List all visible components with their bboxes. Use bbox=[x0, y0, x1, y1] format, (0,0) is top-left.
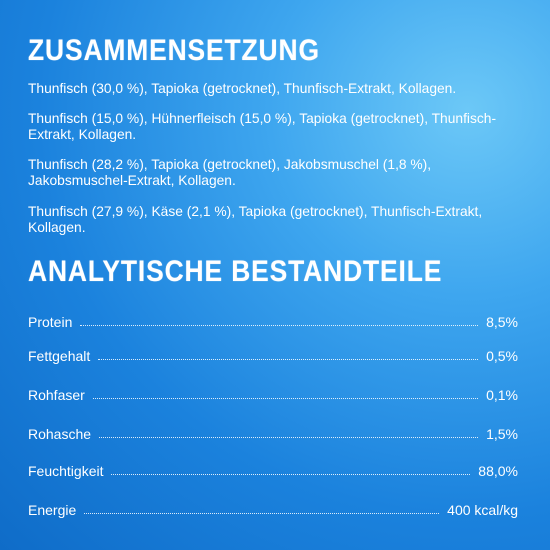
dotted-leader bbox=[80, 325, 479, 326]
analysis-label: Fettgehalt bbox=[28, 348, 91, 364]
analysis-label: Rohfaser bbox=[28, 387, 85, 403]
analysis-value: 88,0% bbox=[478, 463, 518, 479]
composition-text-1: Thunfisch (30,0 %), Tapioka (getrocknet)… bbox=[28, 81, 457, 96]
composition-heading: ZUSAMMENSETZUNG bbox=[28, 34, 320, 67]
dotted-leader bbox=[84, 513, 440, 514]
dotted-leader bbox=[111, 474, 471, 475]
analysis-value: 0,5% bbox=[486, 348, 518, 364]
composition-text-2: Thunfisch (15,0 %), Hühnerfleisch (15,0 … bbox=[28, 111, 497, 142]
analysis-row-protein: Protein 8,5% bbox=[28, 311, 518, 331]
analysis-value: 400 kcal/kg bbox=[447, 502, 518, 518]
analysis-row-energy: Energie 400 kcal/kg bbox=[28, 499, 518, 519]
dotted-leader bbox=[99, 437, 479, 438]
analysis-row-ash: Rohasche 1,5% bbox=[28, 423, 518, 443]
composition-text-3: Thunfisch (28,2 %), Tapioka (getrocknet)… bbox=[28, 157, 432, 188]
analysis-label: Rohasche bbox=[28, 426, 92, 442]
analysis-label: Feuchtigkeit bbox=[28, 463, 104, 479]
analysis-value: 1,5% bbox=[486, 426, 518, 442]
analysis-value: 0,1% bbox=[486, 387, 518, 403]
analysis-label: Energie bbox=[28, 502, 77, 518]
analysis-row-fat: Fettgehalt 0,5% bbox=[28, 345, 518, 365]
analysis-label: Protein bbox=[28, 314, 73, 330]
dotted-leader bbox=[98, 359, 479, 360]
analysis-row-moisture: Feuchtigkeit 88,0% bbox=[28, 460, 518, 480]
composition-text-4: Thunfisch (27,9 %), Käse (2,1 %), Tapiok… bbox=[28, 204, 483, 235]
analysis-row-fibre: Rohfaser 0,1% bbox=[28, 384, 518, 404]
analysis-heading: ANALYTISCHE BESTANDTEILE bbox=[28, 255, 443, 288]
analysis-value: 8,5% bbox=[486, 314, 518, 330]
dotted-leader bbox=[92, 398, 479, 399]
